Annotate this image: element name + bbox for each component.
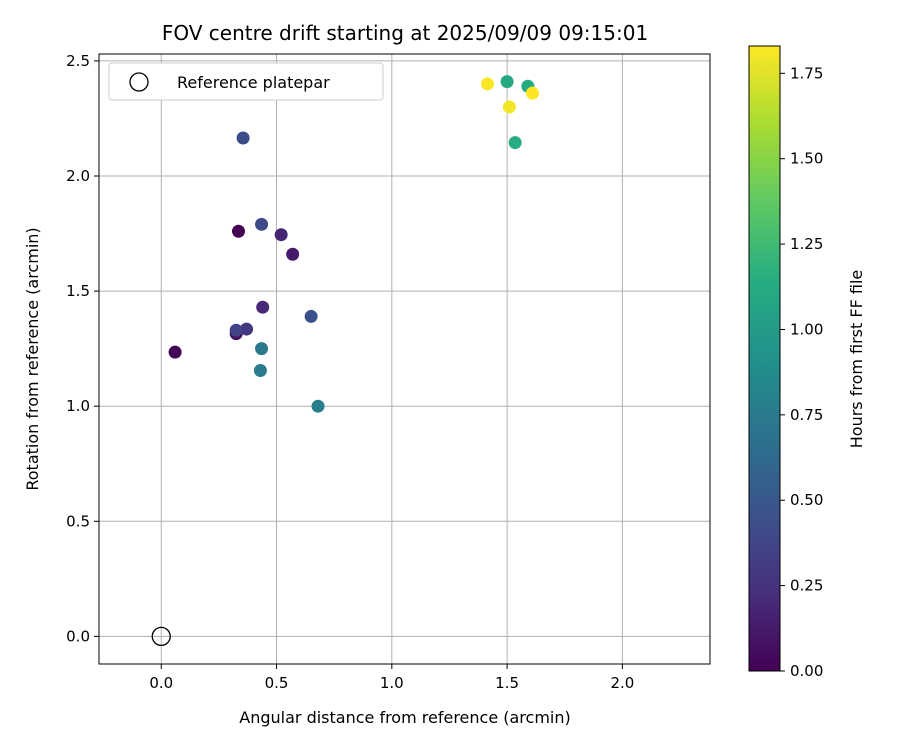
data-point xyxy=(500,75,514,89)
data-point xyxy=(502,100,516,114)
y-tick-label: 1.0 xyxy=(66,397,90,415)
legend-marker-icon xyxy=(129,72,149,92)
legend-box xyxy=(108,62,384,101)
data-point xyxy=(481,77,495,91)
x-tick-label: 0.0 xyxy=(149,674,173,692)
y-axis-label: Rotation from reference (arcmin) xyxy=(23,227,42,490)
colorbar-label: Hours from first FF file xyxy=(847,270,866,449)
y-tick-label: 1.5 xyxy=(66,282,90,300)
reference-platepar-marker xyxy=(151,626,171,647)
y-tick-label: 2.0 xyxy=(66,167,90,185)
colorbar-tick-label: 1.25 xyxy=(790,235,823,253)
data-point xyxy=(311,399,325,413)
data-point xyxy=(231,224,245,238)
x-axis-label: Angular distance from reference (arcmin) xyxy=(239,708,570,727)
colorbar-tick-label: 0.25 xyxy=(790,577,823,595)
data-point xyxy=(304,309,318,323)
y-tick-label: 2.5 xyxy=(66,52,90,70)
data-point xyxy=(240,322,254,336)
grid xyxy=(99,54,710,664)
colorbar-tick-label: 1.50 xyxy=(790,150,823,168)
colorbar-tick-label: 0.75 xyxy=(790,406,823,424)
colorbar-tick-label: 1.75 xyxy=(790,64,823,82)
data-point xyxy=(255,217,269,231)
colorbar: 0.00 0.25 0.50 0.75 1.00 1.25 1.50 1.75 Hours f… xyxy=(748,45,866,680)
plot-frame xyxy=(98,53,711,665)
data-point xyxy=(286,247,300,261)
data-point xyxy=(525,86,539,100)
x-tick-label: 0.5 xyxy=(265,674,289,692)
chart-title: FOV centre drift starting at 2025/09/09 … xyxy=(162,21,648,45)
x-tick-label: 2.0 xyxy=(610,674,634,692)
x-tick-label: 1.0 xyxy=(380,674,404,692)
legend-entry-reference: Reference platepar xyxy=(177,73,330,92)
y-tick-label: 0.5 xyxy=(66,512,90,530)
data-point xyxy=(255,342,269,356)
data-point xyxy=(236,131,250,145)
data-point xyxy=(256,300,270,314)
axis-ticks: 0.0 0.5 1.0 1.5 2.0 0.0 0.5 1.0 1.5 2.0 2.5 xyxy=(66,52,634,692)
y-tick-label: 0.0 xyxy=(66,627,90,645)
colorbar-tick-label: 0.50 xyxy=(790,491,823,509)
colorbar-tick-label: 0.00 xyxy=(790,662,823,680)
data-point xyxy=(253,364,267,378)
colorbar-gradient xyxy=(748,45,781,672)
data-point xyxy=(508,136,522,150)
data-point xyxy=(168,345,182,359)
data-point xyxy=(229,323,243,337)
colorbar-ticks: 0.00 0.25 0.50 0.75 1.00 1.25 1.50 1.75 xyxy=(780,64,823,680)
legend: Reference platepar xyxy=(108,62,384,101)
colorbar-tick-label: 1.00 xyxy=(790,320,823,338)
data-point xyxy=(274,228,288,242)
x-tick-label: 1.5 xyxy=(495,674,519,692)
data-points xyxy=(151,75,539,647)
